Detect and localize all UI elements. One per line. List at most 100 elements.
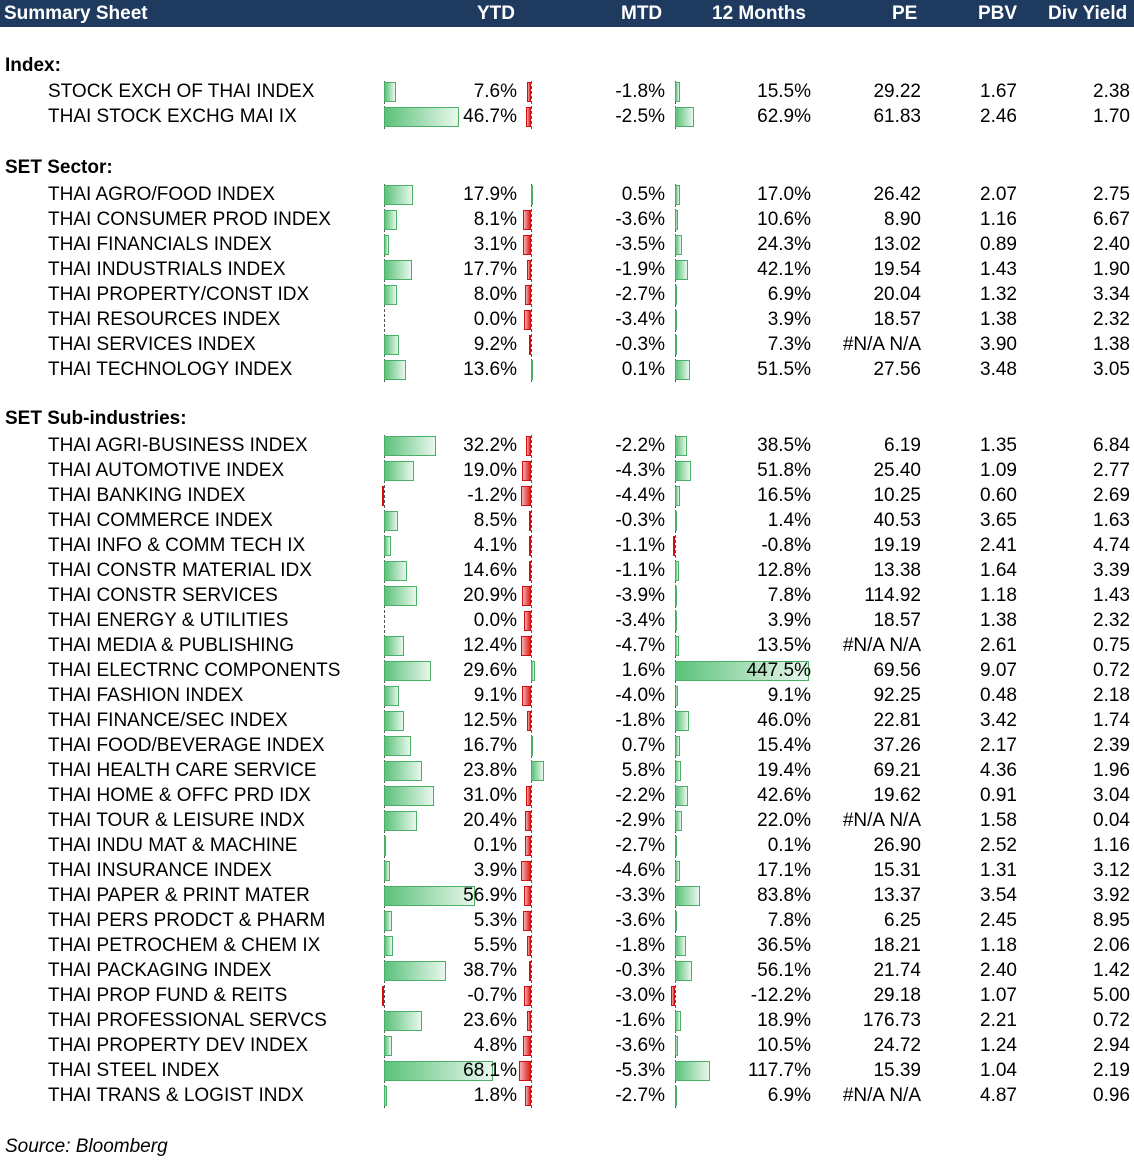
mtd-bar-axis (531, 935, 532, 958)
pbv-value: 1.09 (980, 460, 1017, 481)
table-row: THAI PACKAGING INDEX 38.7% -0.3% 56.1% 21.74… (0, 959, 1134, 984)
mtd-bar (527, 936, 531, 956)
m12-bar (675, 686, 678, 706)
m12-value: 10.6% (757, 209, 811, 230)
mtd-value: -1.1% (615, 535, 665, 556)
mtd-bar (523, 886, 531, 906)
mtd-bar (528, 561, 531, 581)
ytd-bar (384, 736, 411, 756)
table-row: THAI AGRO/FOOD INDEX 17.9% 0.5% 17.0% 26.42 2… (0, 183, 1134, 208)
div-yield-value: 1.42 (1093, 960, 1130, 981)
m12-bar (675, 1011, 681, 1031)
mtd-value: 0.7% (621, 735, 665, 756)
table-row: THAI CONSTR MATERIAL IDX 14.6% -1.1% 12.8% 1… (0, 559, 1134, 584)
pe-value: 19.54 (873, 259, 921, 280)
ytd-bar (384, 210, 397, 230)
pbv-value: 1.58 (980, 810, 1017, 831)
mtd-value: -1.8% (615, 710, 665, 731)
pe-value: 29.22 (873, 81, 921, 102)
ytd-value: 17.9% (463, 184, 517, 205)
m12-value: 62.9% (757, 106, 811, 127)
ytd-bar (384, 661, 432, 681)
div-yield-value: 1.63 (1093, 510, 1130, 531)
mtd-value: -3.6% (615, 209, 665, 230)
div-yield-value: 2.18 (1093, 685, 1130, 706)
col-header-ytd: YTD (477, 3, 515, 24)
div-yield-value: 2.40 (1093, 234, 1130, 255)
ytd-value: 12.5% (463, 710, 517, 731)
index-name: THAI STEEL INDEX (48, 1060, 220, 1081)
mtd-bar-axis (531, 460, 532, 483)
mtd-bar (524, 986, 531, 1006)
ytd-value: 4.1% (473, 535, 517, 556)
m12-value: 6.9% (767, 284, 811, 305)
mtd-bar (526, 786, 531, 806)
mtd-value: -1.8% (615, 935, 665, 956)
mtd-value: -0.3% (615, 510, 665, 531)
m12-value: 42.6% (757, 785, 811, 806)
ytd-bar-axis (384, 610, 385, 633)
ytd-bar (384, 711, 404, 731)
mtd-value: -0.3% (615, 334, 665, 355)
mtd-bar-axis (531, 1010, 532, 1033)
pbv-value: 2.21 (980, 1010, 1017, 1031)
mtd-value: -3.4% (615, 309, 665, 330)
index-name: THAI INDUSTRIALS INDEX (48, 259, 286, 280)
table-row: THAI CONSTR SERVICES 20.9% -3.9% 7.8% 114.92… (0, 584, 1134, 609)
index-name: THAI PROPERTY/CONST IDX (48, 284, 310, 305)
mtd-bar (529, 511, 531, 531)
pbv-value: 0.91 (980, 785, 1017, 806)
pbv-value: 1.38 (980, 309, 1017, 330)
pbv-value: 3.54 (980, 885, 1017, 906)
table-row: THAI TECHNOLOGY INDEX 13.6% 0.1% 51.5% 27.56… (0, 358, 1134, 383)
mtd-value: 1.6% (621, 660, 665, 681)
mtd-bar-axis (531, 284, 532, 307)
ytd-bar (384, 961, 446, 981)
index-name: THAI PETROCHEM & CHEM IX (48, 935, 321, 956)
div-yield-value: 1.90 (1093, 259, 1130, 280)
mtd-value: -2.9% (615, 810, 665, 831)
pe-value: 22.81 (873, 710, 921, 731)
ytd-bar (384, 636, 404, 656)
pbv-value: 0.48 (980, 685, 1017, 706)
index-name: THAI ENERGY & UTILITIES (48, 610, 289, 631)
div-yield-value: 8.95 (1093, 910, 1130, 931)
index-name: THAI INSURANCE INDEX (48, 860, 272, 881)
pbv-value: 4.36 (980, 760, 1017, 781)
table-row: THAI PERS PRODCT & PHARM 5.3% -3.6% 7.8% 6.2… (0, 909, 1134, 934)
m12-value: 17.0% (757, 184, 811, 205)
mtd-bar-axis (531, 785, 532, 808)
index-name: THAI PROPERTY DEV INDEX (48, 1035, 309, 1056)
m12-bar (675, 360, 691, 380)
mtd-value: -2.5% (615, 106, 665, 127)
index-name: THAI HEALTH CARE SERVICE (48, 760, 317, 781)
div-yield-value: 3.04 (1093, 785, 1130, 806)
pe-value: 19.19 (873, 535, 921, 556)
pbv-value: 2.40 (980, 960, 1017, 981)
col-header-div-yield: Div Yield (1048, 3, 1128, 24)
mtd-bar-axis (531, 1035, 532, 1058)
source-note: Source: Bloomberg (5, 1136, 168, 1157)
m12-value: 83.8% (757, 885, 811, 906)
table-row: THAI INSURANCE INDEX 3.9% -4.6% 17.1% 15.31 1… (0, 859, 1134, 884)
mtd-bar-axis (531, 835, 532, 858)
ytd-value: -1.2% (467, 485, 517, 506)
mtd-value: -2.2% (615, 435, 665, 456)
ytd-bar (384, 235, 389, 255)
table-row: THAI PROFESSIONAL SERVCS 23.6% -1.6% 18.9% 1… (0, 1009, 1134, 1034)
m12-bar (675, 886, 701, 906)
ytd-bar (384, 511, 398, 531)
table-row: THAI STOCK EXCHG MAI IX 46.7% -2.5% 62.9% 61… (0, 105, 1134, 130)
col-header-12m: 12 Months (712, 3, 806, 24)
div-yield-value: 2.39 (1093, 735, 1130, 756)
m12-value: 7.8% (767, 910, 811, 931)
index-name: THAI PROFESSIONAL SERVCS (48, 1010, 327, 1031)
mtd-bar (523, 210, 531, 230)
m12-value: 1.4% (767, 510, 811, 531)
table-row: THAI AUTOMOTIVE INDEX 19.0% -4.3% 51.8% 25.4… (0, 459, 1134, 484)
pbv-value: 3.90 (980, 334, 1017, 355)
ytd-value: 19.0% (463, 460, 517, 481)
mtd-bar (528, 536, 531, 556)
m12-value: 10.5% (757, 1035, 811, 1056)
div-yield-value: 3.05 (1093, 359, 1130, 380)
